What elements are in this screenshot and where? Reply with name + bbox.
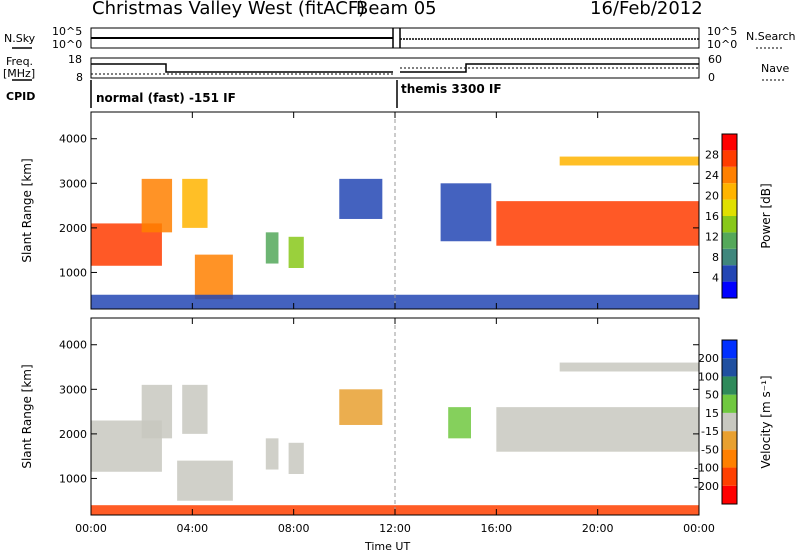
velocity-colorbar-tick-label: 50 [705, 389, 719, 402]
power-colorbar-cell [722, 248, 737, 266]
velocity-colorbar-cell [722, 485, 737, 504]
nsearch-label: N.Search [746, 30, 796, 43]
velocity-y-tick-label: 1000 [59, 472, 87, 485]
x-tick-label: 16:00 [480, 522, 512, 535]
freq-label: Freq. [6, 55, 34, 68]
velocity-colorbar-tick-label: -50 [701, 443, 719, 456]
power-colorbar-tick-label: 12 [705, 231, 719, 244]
power-colorbar-cell [722, 183, 737, 200]
x-tick-label: 00:00 [75, 522, 107, 535]
velocity-region-5 [288, 442, 304, 474]
velocity-region-4 [265, 438, 279, 470]
velocity-colorbar-tick-label: 200 [698, 352, 719, 365]
power-colorbar-cell [722, 281, 737, 298]
power-region-6 [339, 178, 383, 219]
velocity-region-6 [339, 389, 383, 425]
velocity-y-axis-label: Slant Range [km] [20, 364, 34, 468]
velocity-colorbar-tick-label: -200 [694, 480, 719, 493]
cpid-normal-label: normal (fast) -151 IF [96, 91, 236, 105]
velocity-y-tick-label: 4000 [59, 339, 87, 352]
velocity-region-7 [448, 407, 471, 439]
velocity-region-8 [496, 407, 699, 452]
power-colorbar-cell [722, 216, 737, 233]
velocity-colorbar-cell [722, 376, 737, 395]
noise-left-top: 10^5 [52, 25, 83, 38]
x-tick-label: 04:00 [176, 522, 208, 535]
velocity-region-2 [182, 384, 208, 434]
velocity-colorbar-cell [722, 467, 737, 486]
cpid-label: CPID [6, 90, 36, 103]
noise-right-top: 10^5 [707, 25, 738, 38]
nave-bottom-tick: 0 [708, 71, 715, 84]
chart-title: Christmas Valley West (fitACF) [92, 0, 366, 19]
noise-right-bottom: 10^0 [707, 38, 738, 51]
x-tick-label: 12:00 [379, 522, 411, 535]
power-colorbar-tick-label: 28 [705, 149, 719, 162]
velocity-region-1 [141, 384, 173, 439]
power-colorbar-cell [722, 134, 737, 151]
velocity-region-3 [177, 460, 233, 501]
freq-line [91, 63, 393, 73]
power-y-tick-label: 3000 [59, 177, 87, 190]
power-region-5 [288, 236, 304, 268]
x-tick-label: 08:00 [278, 522, 310, 535]
freq-top-tick: 18 [68, 53, 82, 66]
velocity-y-tick-label: 3000 [59, 383, 87, 396]
power-region-1 [141, 178, 173, 233]
velocity-colorbar-cell [722, 340, 737, 359]
power-colorbar-cell [722, 166, 737, 184]
power-y-tick-label: 4000 [59, 133, 87, 146]
power-region-8 [496, 201, 699, 246]
x-axis-label: Time UT [365, 540, 411, 553]
power-colorbar-tick-label: 24 [705, 169, 719, 182]
power-colorbar-cell [722, 265, 737, 282]
power-region-2 [182, 178, 208, 228]
power-colorbar-tick-label: 16 [705, 210, 719, 223]
power-colorbar-tick-label: 20 [705, 190, 719, 203]
power-region-7 [440, 183, 492, 242]
power-colorbar-tick-label: 4 [712, 272, 719, 285]
power-colorbar-cell [722, 150, 737, 167]
beam-label: Beam 05 [356, 0, 437, 19]
power-colorbar-tick-label: 8 [712, 251, 719, 264]
power-colorbar-cell [722, 199, 737, 216]
velocity-colorbar-cell [722, 449, 737, 468]
power-y-tick-label: 1000 [59, 266, 87, 279]
power-region-4 [265, 232, 279, 264]
nave-label: Nave [761, 62, 790, 75]
freq-bottom-tick: 8 [76, 71, 83, 84]
velocity-colorbar-tick-label: -100 [694, 462, 719, 475]
velocity-y-tick-label: 2000 [59, 428, 87, 441]
power-y-tick-label: 2000 [59, 222, 87, 235]
nave-top-tick: 60 [708, 53, 722, 66]
velocity-colorbar-tick-label: 100 [698, 370, 719, 383]
power-region-3 [194, 254, 233, 300]
power-colorbar-frame [721, 133, 738, 299]
x-tick-label: 00:00 [683, 522, 715, 535]
power-y-axis-label: Slant Range [km] [20, 158, 34, 262]
noise-left-bottom: 10^0 [52, 38, 83, 51]
cpid-themis-label: themis 3300 IF [401, 82, 502, 96]
freq-strip-frame [90, 57, 700, 79]
date-label: 16/Feb/2012 [590, 0, 703, 19]
x-tick-label: 20:00 [582, 522, 614, 535]
velocity-colorbar-cell [722, 358, 737, 377]
power-colorbar-label: Power [dB] [759, 183, 773, 248]
velocity-colorbar-tick-label: -15 [701, 425, 719, 438]
freq-unit-label: [MHz] [3, 67, 36, 80]
velocity-colorbar-label: Velocity [m s⁻¹] [759, 375, 773, 468]
nsky-label: N.Sky [4, 32, 36, 45]
power-colorbar-cell [722, 232, 737, 249]
velocity-colorbar-cell [722, 412, 737, 432]
velocity-colorbar-cell [722, 431, 737, 450]
velocity-colorbar-frame [721, 339, 738, 505]
velocity-colorbar-cell [722, 394, 737, 413]
velocity-colorbar-tick-label: 15 [705, 407, 719, 420]
velocity-region-9 [559, 362, 699, 372]
power-region-9 [559, 156, 699, 166]
